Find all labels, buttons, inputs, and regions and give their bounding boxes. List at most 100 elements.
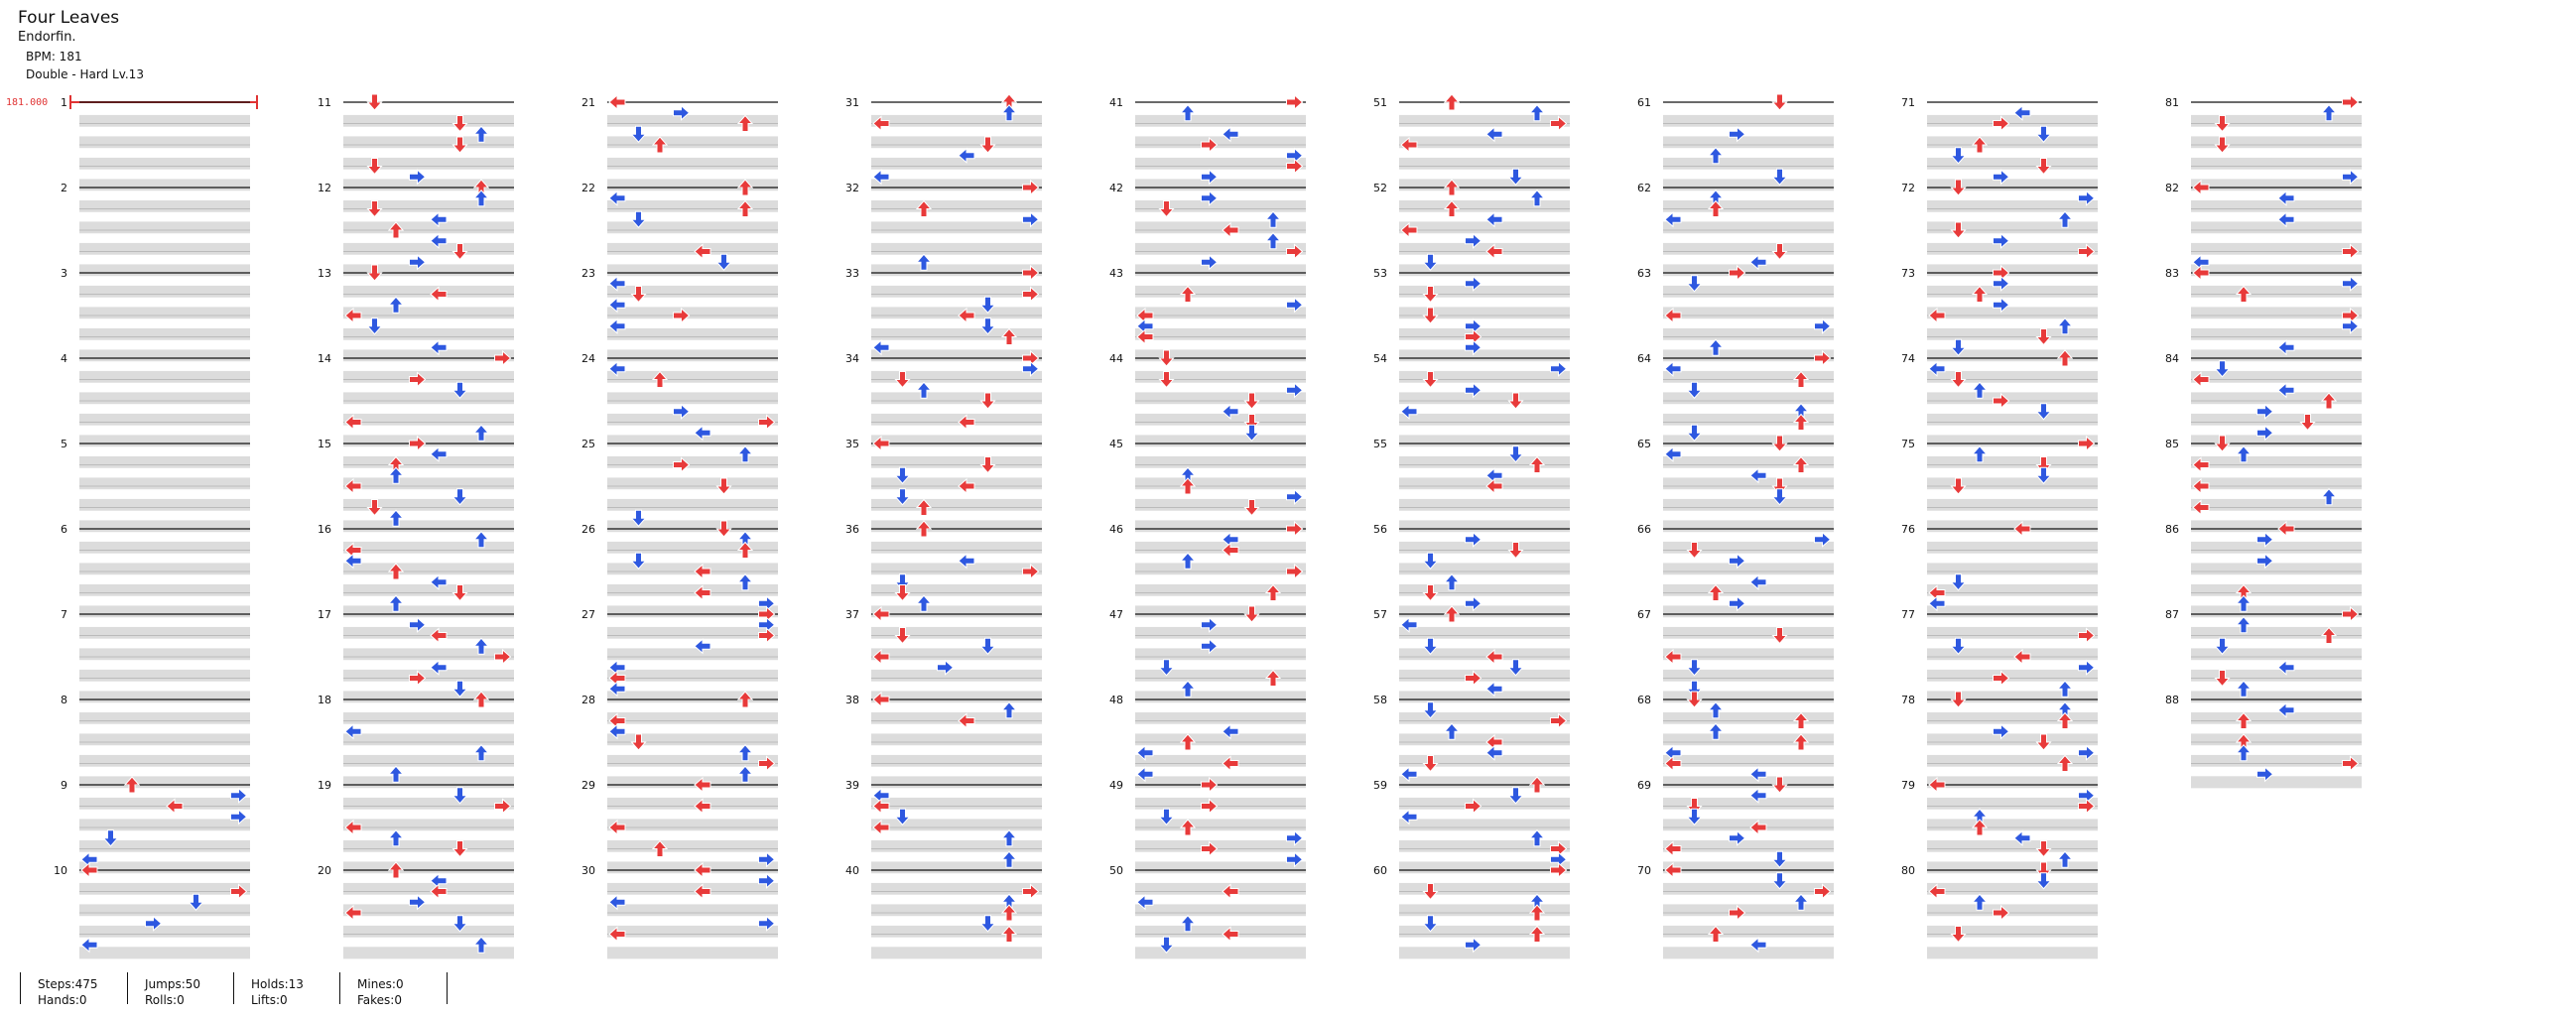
beat-stripe — [79, 691, 250, 703]
step-arrow-icon — [608, 318, 626, 334]
beat-stripe — [1663, 498, 1834, 511]
beat-stripe — [1135, 819, 1306, 831]
step-arrow-icon — [2320, 103, 2338, 122]
beat-stripe — [343, 648, 514, 661]
step-arrow-icon — [2056, 349, 2074, 367]
beat-stripe — [1135, 648, 1306, 661]
step-arrow-icon — [230, 787, 248, 804]
step-arrow-icon — [1792, 711, 1810, 729]
measure-number: 70 — [1637, 864, 1651, 877]
step-arrow-icon — [1243, 392, 1260, 410]
beat-stripe — [79, 563, 250, 575]
step-arrow-icon — [1201, 776, 1219, 794]
beat-stripe — [1135, 520, 1306, 533]
beat-stripe — [871, 754, 1042, 767]
step-arrow-icon — [915, 498, 933, 516]
step-arrow-icon — [1707, 146, 1725, 165]
beat-stripe — [79, 242, 250, 255]
beat-stripe — [1927, 199, 2098, 212]
step-arrow-icon — [1022, 179, 1040, 196]
beat-stripe — [1927, 455, 2098, 468]
beat-stripe — [1663, 839, 1834, 852]
measure-number: 12 — [318, 182, 331, 194]
step-arrow-icon — [894, 371, 911, 389]
step-arrow-icon — [1971, 381, 1989, 399]
step-arrow-icon — [1465, 595, 1482, 612]
beat-stripe — [79, 477, 250, 490]
beat-stripe — [1399, 711, 1570, 724]
beat-stripe — [1399, 520, 1570, 533]
step-arrow-icon — [344, 819, 362, 836]
beat-stripe — [607, 349, 778, 362]
beat-stripe — [1663, 349, 1834, 362]
beat-stripe — [871, 199, 1042, 212]
beat-stripe — [1927, 648, 2098, 661]
step-arrow-icon — [472, 936, 490, 953]
beat-stripe — [1663, 819, 1834, 831]
step-arrow-icon — [430, 232, 448, 249]
measure-number: 17 — [318, 608, 331, 621]
step-arrow-icon — [451, 787, 468, 805]
step-arrow-icon — [1485, 744, 1503, 761]
stat-hands: Hands:0 — [38, 993, 87, 1007]
step-arrow-icon — [1971, 819, 1989, 836]
step-arrow-icon — [387, 828, 405, 847]
step-arrow-icon — [736, 572, 754, 591]
beat-stripe — [607, 626, 778, 639]
beat-stripe — [607, 242, 778, 255]
beat-stripe — [1663, 307, 1834, 319]
beat-stripe — [607, 904, 778, 917]
step-arrow-icon — [1993, 169, 2010, 186]
song-title: Four Leaves — [18, 8, 120, 28]
step-arrow-icon — [1950, 926, 1967, 944]
step-arrow-icon — [451, 840, 468, 858]
step-arrow-icon — [1286, 297, 1304, 314]
step-arrow-icon — [1201, 136, 1219, 154]
step-arrow-icon — [979, 915, 996, 933]
beat-stripe — [343, 626, 514, 639]
beat-stripe — [343, 733, 514, 746]
step-arrow-icon — [1465, 232, 1482, 249]
beat-stripe — [79, 455, 250, 468]
step-arrow-icon — [2256, 531, 2274, 548]
measure-number: 78 — [1901, 694, 1915, 706]
measure-number: 45 — [1109, 438, 1123, 450]
measure-number: 75 — [1901, 438, 1915, 450]
step-arrow-icon — [1707, 925, 1725, 943]
step-arrow-icon — [958, 553, 975, 570]
beat-stripe — [1399, 157, 1570, 170]
measure-number: 20 — [318, 864, 331, 877]
step-arrow-icon — [2035, 872, 2052, 890]
beat-stripe — [1135, 626, 1306, 639]
measure-number: 84 — [2165, 352, 2179, 365]
step-arrow-icon — [2192, 477, 2210, 495]
step-arrow-icon — [1664, 755, 1682, 772]
stats-divider — [233, 972, 234, 1004]
measure-number: 13 — [318, 267, 331, 280]
step-arrow-icon — [651, 370, 669, 388]
beat-stripe — [79, 327, 250, 340]
step-arrow-icon — [1950, 371, 1967, 389]
beat-stripe — [1399, 179, 1570, 191]
beat-stripe — [1399, 733, 1570, 746]
beat-stripe — [1135, 498, 1306, 511]
step-arrow-icon — [230, 883, 248, 900]
step-arrow-icon — [2214, 435, 2231, 452]
beat-stripe — [2191, 349, 2362, 362]
step-arrow-icon — [1022, 883, 1040, 900]
step-arrow-icon — [694, 883, 711, 900]
step-arrow-icon — [1814, 318, 1832, 334]
beat-stripe — [79, 221, 250, 234]
step-arrow-icon — [1950, 147, 1967, 165]
beat-stripe — [2191, 776, 2362, 789]
beat-stripe — [871, 541, 1042, 554]
step-arrow-icon — [2320, 392, 2338, 410]
step-arrow-icon — [630, 552, 647, 571]
step-arrow-icon — [1729, 126, 1746, 143]
difficulty-label: Double - Hard Lv.13 — [26, 67, 144, 81]
beat-stripe — [607, 435, 778, 447]
beat-stripe — [1399, 114, 1570, 127]
measure-number: 19 — [318, 779, 331, 792]
measure-number: 4 — [61, 352, 67, 365]
step-arrow-icon — [1507, 542, 1524, 560]
